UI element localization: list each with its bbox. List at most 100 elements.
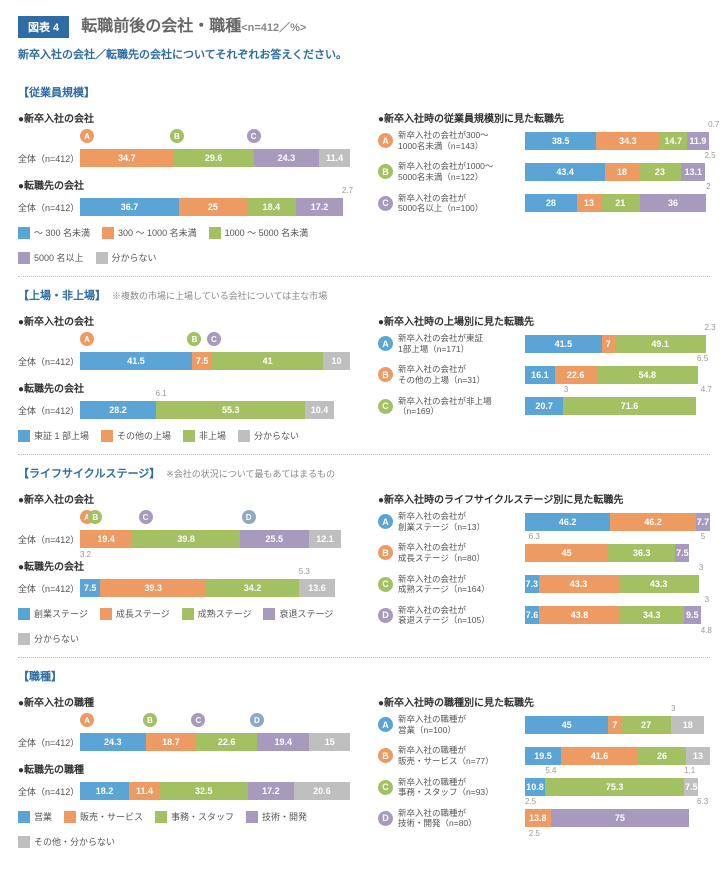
bar-label: 全体（n=412） (18, 785, 80, 798)
overflow-label: 2.5 (529, 829, 540, 838)
figure-title: 転職前後の会社・職種<n=412／%> (81, 12, 306, 36)
bar-segment: 13.8 (525, 809, 551, 827)
chart-section: 【従業員規模】●新卒入社の会社ABC全体（n=412）34.729.624.31… (18, 74, 710, 264)
legend-item: 5000 名以上 (18, 251, 84, 264)
bar-segment: 41.5 (80, 352, 192, 370)
stacked-bar: 34.729.624.311.4 (80, 149, 350, 167)
legend-swatch (18, 227, 30, 239)
bar-segment: 36.7 (80, 198, 179, 216)
legend-label: 事務・スタッフ (171, 810, 234, 823)
stacked-bar: 4536.37.5 (525, 544, 710, 562)
legend-item: 創業ステージ (18, 607, 88, 620)
bar-row: D新卒入社の会社が衰退ステージ（n=105）4.87.643.834.39.5 (378, 605, 710, 626)
legend-label: 非上場 (199, 429, 226, 442)
category-marker: B (170, 129, 184, 143)
row-badge: A (378, 514, 393, 529)
bar-label: 新卒入社の職種が事務・スタッフ（n=93） (398, 777, 525, 798)
bar-segment: 71.6 (563, 397, 695, 415)
bar-segment: 15 (309, 733, 350, 751)
stacked-bar: 38.534.314.711.9 (525, 132, 710, 150)
bar-segment: 75.3 (545, 778, 684, 796)
overflow-label: 2 (706, 182, 710, 191)
bar-row: B新卒入社の職種が販売・サービス（n=77）19.541.62613 (378, 745, 710, 766)
bar-segment: 19.4 (80, 530, 132, 548)
overflow-label: 6.3 (529, 532, 540, 541)
stacked-bar: 24.318.722.619.415 (80, 733, 350, 751)
row-badge: A (378, 717, 393, 732)
chart-section: 【職種】●新卒入社の職種ABCD全体（n=412）24.318.722.619.… (18, 657, 710, 848)
bar-heading: ●新卒入社の会社 (18, 491, 350, 506)
legend-item: 分からない (238, 429, 299, 442)
bar-heading: ●新卒入社時のライフサイクルステージ別に見た転職先 (378, 491, 710, 506)
bar-row: 全体（n=412）18.211.432.517.220.6 (18, 782, 350, 800)
row-badge: B (378, 748, 393, 763)
right-column: ●新卒入社時の職種別に見た転職先A新卒入社の職種が営業（n=100）345727… (378, 690, 710, 848)
legend: ～ 300 名未満300 ～ 1000 名未満1000 ～ 5000 名未満50… (18, 226, 350, 264)
bar-segment: 13.6 (299, 579, 336, 597)
bar-label: 新卒入社の職種が販売・サービス（n=77） (398, 745, 525, 766)
bar-heading: ●転職先の職種 (18, 761, 350, 776)
legend-label: その他・分からない (34, 835, 115, 848)
survey-prompt: 新卒入社の会社／転職先の会社についてそれぞれお答えください。 (18, 46, 710, 62)
bar-row: B新卒入社の会社が成長ステージ（n=80）6.354536.37.5 (378, 542, 710, 563)
legend-item: 技術・開発 (246, 810, 307, 823)
category-marker: B (187, 332, 201, 346)
bar-segment: 43.3 (619, 575, 699, 593)
legend-label: 5000 名以上 (34, 251, 84, 264)
bar-segment: 18 (671, 716, 704, 734)
bar-segment: 45 (525, 716, 608, 734)
legend: 創業ステージ成長ステージ成熟ステージ衰退ステージ分からない (18, 607, 350, 645)
overflow-label: 6.1 (156, 389, 167, 398)
bar-segment: 43.4 (525, 163, 605, 181)
legend-item: 事務・スタッフ (155, 810, 234, 823)
bar-label: 新卒入社の会社が非上場（n=169） (398, 396, 525, 417)
bar-segment: 41.6 (561, 747, 638, 765)
stacked-bar: 7.343.343.3 (525, 575, 710, 593)
bar-segment: 14.7 (660, 132, 687, 150)
chart-section: 【ライフサイクルステージ】※会社の状況について最もあてはまるもの●新卒入社の会社… (18, 454, 710, 645)
bar-segment: 54.8 (597, 366, 698, 384)
bar-heading: ●転職先の会社 (18, 380, 350, 395)
legend-label: 成長ステージ (116, 607, 170, 620)
bar-segment: 28 (525, 194, 577, 212)
stacked-bar: 4572718 (525, 716, 710, 734)
overflow-label: 3 (564, 385, 568, 394)
stacked-bar: 28.255.310.4 (80, 401, 350, 419)
overflow-label: 2.3 (704, 323, 715, 332)
bar-segment: 25.5 (240, 530, 309, 548)
stacked-bar: 41.57.54110 (80, 352, 350, 370)
bar-segment: 45 (525, 544, 608, 562)
category-marker: B (143, 713, 157, 727)
bar-heading: ●新卒入社時の従業員規模別に見た転職先 (378, 110, 710, 125)
stacked-bar: 10.875.37.5 (525, 778, 710, 796)
bar-row: C新卒入社の職種が事務・スタッフ（n=93）5.41.110.875.37.5 (378, 777, 710, 798)
bar-heading: ●新卒入社の職種 (18, 694, 350, 709)
legend-label: 分からない (34, 632, 79, 645)
legend-label: 技術・開発 (262, 810, 307, 823)
legend-swatch (102, 227, 114, 239)
row-badge: C (378, 196, 393, 211)
bar-segment: 55.3 (156, 401, 305, 419)
legend-swatch (64, 811, 76, 823)
legend-label: 分からない (112, 251, 157, 264)
bar-row: B新卒入社の会社が1000～5000名未満（n=122）2.543.418231… (378, 161, 710, 182)
category-marker: C (191, 713, 205, 727)
overflow-label: 2.5 (704, 151, 715, 160)
overflow-label: 5.4 (545, 766, 556, 775)
bar-segment: 21 (601, 194, 640, 212)
right-column: ●新卒入社時の従業員規模別に見た転職先A新卒入社の会社が300～1000名未満（… (378, 106, 710, 264)
bar-segment: 43.3 (539, 575, 619, 593)
bar-row: A新卒入社の会社が東証1部上場（n=171）2.341.5749.1 (378, 333, 710, 354)
bar-segment: 11.4 (129, 782, 160, 800)
bar-segment: 13 (577, 194, 601, 212)
bar-segment: 13.1 (681, 163, 705, 181)
row-badge: C (378, 399, 393, 414)
figure-tag: 図表 4 (18, 16, 69, 38)
bar-segment: 41.5 (525, 335, 602, 353)
bar-row: 全体（n=412）2.736.72518.417.2 (18, 198, 350, 216)
bar-segment: 7.5 (684, 778, 698, 796)
row-badge: B (378, 164, 393, 179)
bar-row: 全体（n=412）5.37.539.334.213.6 (18, 579, 350, 597)
bar-label: 新卒入社の会社が1000～5000名未満（n=122） (398, 161, 525, 182)
bar-row: A新卒入社の職種が営業（n=100）34572718 (378, 714, 710, 735)
